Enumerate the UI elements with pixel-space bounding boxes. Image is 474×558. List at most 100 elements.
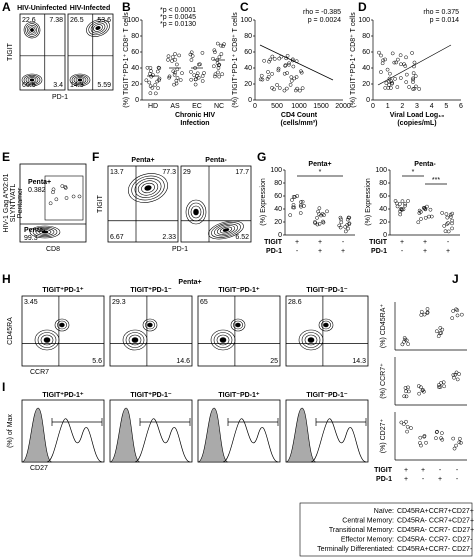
- plot-frame: [197, 295, 281, 367]
- plot-title: Penta+: [131, 157, 154, 164]
- dot: [317, 221, 322, 226]
- sign: +: [421, 467, 425, 474]
- stat: rho = 0.375: [423, 9, 459, 16]
- sign: +: [341, 248, 345, 255]
- legend-def: CD45RA+CCR7- CD27-: [397, 546, 473, 553]
- y-tick-label: 60: [131, 49, 139, 56]
- dot: [398, 53, 403, 58]
- label: *: [412, 169, 415, 176]
- sign: +: [400, 239, 404, 246]
- contour: [38, 229, 52, 235]
- dot: [454, 307, 458, 312]
- dot: [406, 385, 410, 390]
- label: PD-1: [371, 248, 387, 255]
- dot: [411, 87, 416, 91]
- x-tick-label: EC: [192, 103, 202, 110]
- dot: [387, 76, 392, 81]
- dot: [277, 86, 282, 90]
- dot: [404, 394, 409, 399]
- dot: [441, 380, 446, 385]
- dot: [417, 87, 422, 91]
- contour: [35, 228, 55, 236]
- contour: [214, 223, 238, 237]
- dot: [423, 215, 428, 220]
- dot: [450, 226, 454, 231]
- contour: [141, 182, 155, 194]
- dot: [444, 212, 449, 216]
- dot: [411, 76, 416, 81]
- dot: [51, 190, 55, 195]
- y-tick-label: 100: [375, 167, 387, 174]
- sign: -: [456, 467, 459, 474]
- dot: [438, 331, 442, 336]
- dot: [377, 50, 381, 55]
- label: (%) TIGIT⁺PD-1⁺ CD8⁺ T cells: [232, 12, 239, 108]
- contour: [75, 77, 85, 83]
- dot: [287, 62, 291, 67]
- contour: [57, 320, 67, 330]
- contour: [219, 337, 227, 343]
- dot: [442, 384, 446, 389]
- contour: [304, 334, 318, 346]
- dot: [277, 56, 282, 61]
- dot: [338, 215, 343, 220]
- sign: -: [401, 248, 404, 255]
- label: (%) TIGIT⁺PD-1⁺ CD8⁺ T cells: [350, 12, 357, 108]
- dot: [302, 204, 306, 208]
- legend-box: [299, 502, 473, 557]
- dot: [320, 212, 325, 216]
- plot-frame: [107, 165, 179, 243]
- label: TIGIT: [7, 42, 14, 61]
- dot: [403, 201, 408, 206]
- dot: [425, 204, 429, 209]
- y-tick-label: 40: [244, 65, 252, 72]
- dot: [189, 58, 194, 62]
- dot: [287, 61, 291, 66]
- sign: +: [295, 239, 299, 246]
- contour: [144, 185, 152, 191]
- dot: [155, 69, 160, 74]
- dot: [48, 201, 53, 206]
- contour: [301, 332, 321, 348]
- dot: [144, 78, 149, 83]
- contour: [28, 26, 36, 34]
- contour: [147, 322, 153, 328]
- dot: [411, 71, 416, 75]
- dot: [170, 55, 175, 59]
- y-tick-label: 20: [379, 219, 387, 226]
- dot: [405, 424, 410, 429]
- dot: [446, 229, 451, 234]
- sign: +: [446, 248, 450, 255]
- dot: [220, 72, 225, 77]
- quadrant-value: 7.38: [49, 17, 63, 24]
- sign: +: [318, 239, 322, 246]
- x-tick-label: 3: [415, 103, 419, 110]
- dot: [282, 71, 287, 76]
- dot: [291, 64, 296, 69]
- gate-line: [259, 44, 334, 81]
- dot: [294, 88, 298, 93]
- dot: [410, 51, 414, 55]
- sign: -: [456, 476, 459, 483]
- x-tick-label: 2000: [335, 103, 351, 110]
- dot: [337, 223, 342, 228]
- dot: [435, 429, 439, 434]
- label: (%) Expression: [260, 178, 267, 226]
- dot: [422, 389, 426, 394]
- quadrant-value: 6.67: [110, 234, 124, 241]
- dot: [428, 207, 433, 212]
- dot: [404, 72, 409, 77]
- plot-frame: [285, 295, 369, 367]
- contour: [29, 225, 61, 239]
- plot-frame: [109, 399, 193, 463]
- y-tick-label: 100: [270, 167, 282, 174]
- dot: [175, 76, 180, 80]
- dot: [291, 205, 295, 210]
- dot: [298, 211, 303, 215]
- gate-line: [377, 44, 452, 86]
- dot: [272, 87, 276, 92]
- contour: [235, 322, 241, 328]
- quadrant-value: 65: [200, 299, 208, 306]
- dot: [444, 222, 449, 227]
- dot: [393, 76, 397, 81]
